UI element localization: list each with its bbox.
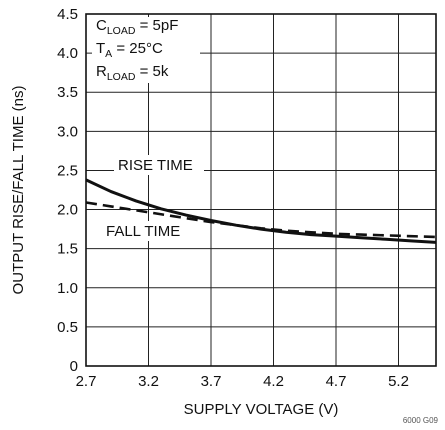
condition-line: RLOAD = 5k xyxy=(96,63,169,83)
x-axis-title: SUPPLY VOLTAGE (V) xyxy=(184,401,339,418)
x-tick-label: 2.7 xyxy=(76,373,97,390)
y-tick-labels: 0 0.5 1.0 1.5 2.0 2.5 3.0 3.5 4.0 4.5 xyxy=(57,6,78,375)
annotation-layer: RISE TIME FALL TIME CLOAD = 5pF TA = 25°C… xyxy=(92,17,204,241)
y-tick-label: 1.0 xyxy=(57,280,78,297)
y-tick-label: 4.5 xyxy=(57,6,78,23)
test-conditions: CLOAD = 5pF TA = 25°C RLOAD = 5k xyxy=(96,17,178,83)
condition-line: CLOAD = 5pF xyxy=(96,17,178,37)
y-axis-title: OUTPUT RISE/FALL TIME (ns) xyxy=(10,86,27,295)
conditions-bg xyxy=(92,17,200,83)
x-tick-label: 4.7 xyxy=(326,373,347,390)
y-tick-label: 0 xyxy=(70,358,78,375)
y-tick-label: 2.5 xyxy=(57,162,78,179)
y-tick-label: 2.0 xyxy=(57,202,78,219)
x-tick-label: 3.2 xyxy=(138,373,159,390)
y-tick-label: 3.5 xyxy=(57,84,78,101)
x-tick-labels: 2.7 3.2 3.7 4.2 4.7 5.2 xyxy=(76,373,409,390)
plot-border xyxy=(85,13,437,367)
y-tick-label: 4.0 xyxy=(57,45,78,62)
x-tick-label: 4.2 xyxy=(263,373,284,390)
plot-frame xyxy=(85,13,437,367)
rise-time-label-bg xyxy=(114,155,204,175)
y-tick-label: 0.5 xyxy=(57,319,78,336)
series-layer xyxy=(85,178,437,244)
fall-time-label: FALL TIME xyxy=(106,223,180,240)
fall-time-line xyxy=(85,201,437,239)
y-tick-label: 1.5 xyxy=(57,241,78,258)
y-tick-label: 3.0 xyxy=(57,123,78,140)
x-tick-label: 3.7 xyxy=(201,373,222,390)
condition-line: TA = 25°C xyxy=(96,40,163,60)
figure-code: 6000 G09 xyxy=(403,416,439,425)
x-tick-label: 5.2 xyxy=(388,373,409,390)
fall-time-label-bg xyxy=(102,221,192,241)
rise-time-label: RISE TIME xyxy=(118,157,193,174)
